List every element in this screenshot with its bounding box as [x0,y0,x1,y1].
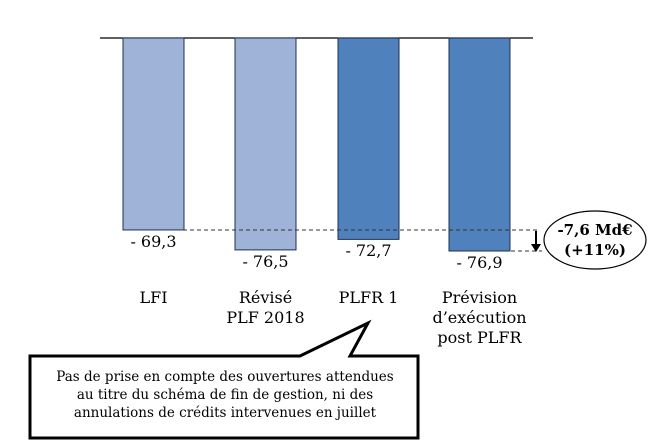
bar [122,37,185,231]
callout-text: Pas de prise en compte des ouvertures at… [34,368,416,422]
gap-arrow-head [531,244,541,252]
callout-line: au titre du schéma de fin de gestion, ni… [76,387,374,403]
gap-value: -7,6 Md€ [557,221,633,239]
callout-line: annulations de crédits intervenues en ju… [73,405,377,421]
category-label: Prévision d’exécution post PLFR [432,288,527,347]
bar [234,37,297,251]
data-label: - 69,3 [130,231,177,251]
data-label: - 72,7 [345,241,392,261]
gap-annotation-ellipse [543,210,647,270]
category-label: LFI [139,288,168,307]
data-label: - 76,5 [242,251,289,271]
data-label: - 76,9 [456,253,503,272]
category-label: PLFR 1 [338,288,399,307]
gap-annotation: -7,6 Md€ (+11%) [548,220,642,260]
callout-line: Pas de prise en compte des ouvertures at… [56,369,394,385]
callout-box [28,319,420,440]
gap-percent: (+11%) [564,241,626,259]
bar [448,37,511,252]
bar [337,37,400,240]
category-label: Révisé PLF 2018 [226,288,305,327]
